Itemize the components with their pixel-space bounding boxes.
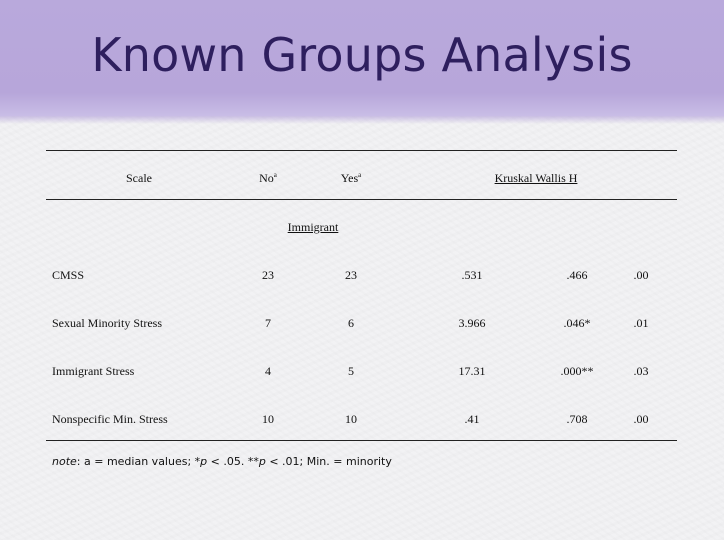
row-h: 3.966 <box>459 316 486 331</box>
row-scale: CMSS <box>52 268 84 283</box>
row-yes: 23 <box>345 268 357 283</box>
row-p: .466 <box>567 268 588 283</box>
row-p: .046* <box>564 316 591 331</box>
row-no: 10 <box>262 412 274 427</box>
row-scale: Nonspecific Min. Stress <box>52 412 168 427</box>
row-p: .708 <box>567 412 588 427</box>
row-no: 7 <box>265 316 271 331</box>
table-note: note: a = median values; *p < .05. **p <… <box>52 455 392 468</box>
slide-title: Known Groups Analysis <box>0 28 724 82</box>
row-yes: 6 <box>348 316 354 331</box>
title-band: Known Groups Analysis <box>0 0 724 116</box>
row-effect: .01 <box>634 316 649 331</box>
row-effect: .00 <box>634 268 649 283</box>
header-yes: Yesa <box>341 171 362 186</box>
row-p: .000** <box>561 364 594 379</box>
row-scale: Sexual Minority Stress <box>52 316 162 331</box>
row-yes: 10 <box>345 412 357 427</box>
row-h: .41 <box>465 412 480 427</box>
row-effect: .00 <box>634 412 649 427</box>
row-h: 17.31 <box>459 364 486 379</box>
row-no: 4 <box>265 364 271 379</box>
row-scale: Immigrant Stress <box>52 364 134 379</box>
group-label: Immigrant <box>288 220 339 235</box>
header-scale: Scale <box>126 171 152 186</box>
table-bottom-rule <box>46 440 677 441</box>
header-kruskal-wallis: Kruskal Wallis H <box>495 171 578 186</box>
row-yes: 5 <box>348 364 354 379</box>
header-rule <box>46 199 677 200</box>
row-no: 23 <box>262 268 274 283</box>
table-top-rule <box>46 150 677 151</box>
header-no: Noa <box>259 171 277 186</box>
row-h: .531 <box>462 268 483 283</box>
row-effect: .03 <box>634 364 649 379</box>
